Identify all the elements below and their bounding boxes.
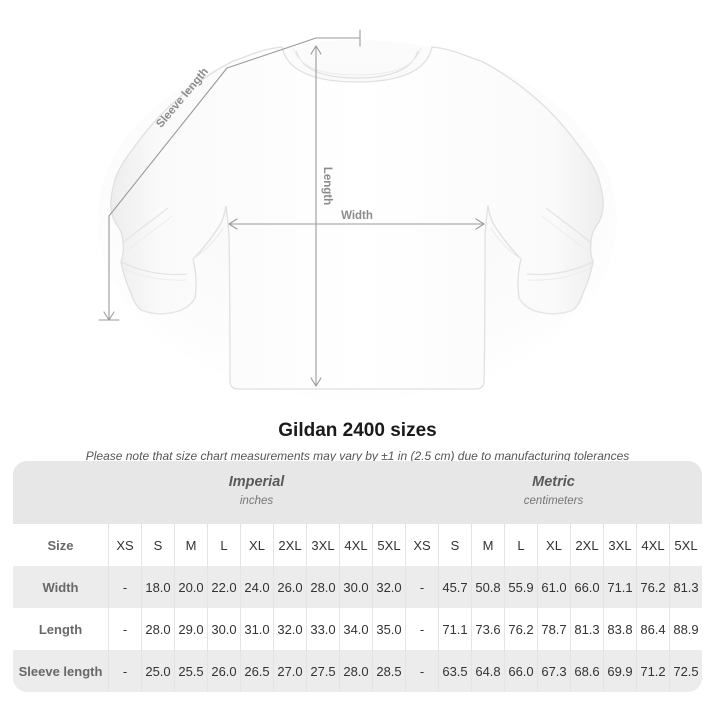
svg-text:Width: Width xyxy=(341,210,373,222)
svg-text:Length: Length xyxy=(321,167,333,205)
